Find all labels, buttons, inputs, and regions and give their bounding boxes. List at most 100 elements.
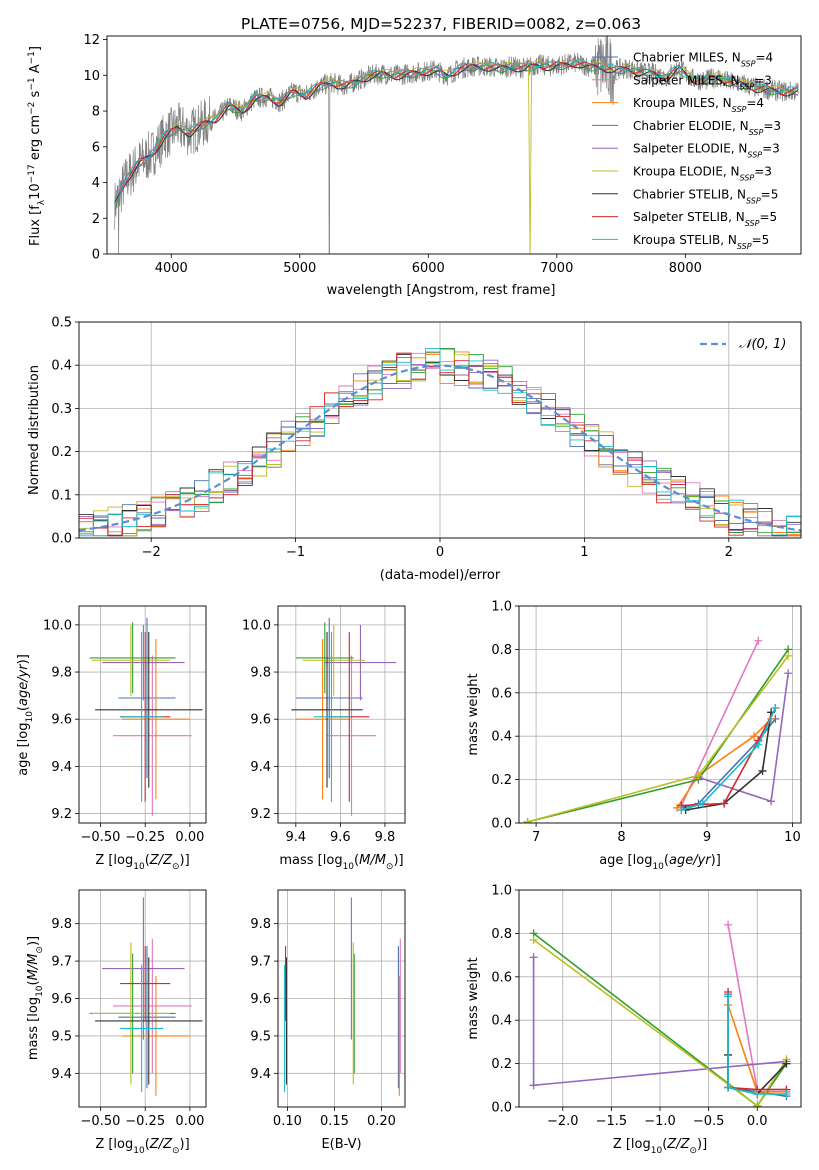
y-tick-label: 0	[92, 248, 100, 263]
x-axis-label: Z [log10(Z/Z⊙)]	[95, 1137, 189, 1156]
x-tick-label: 0	[436, 545, 444, 560]
y-tick-label: 0.3	[51, 402, 72, 417]
y-tick-label: 9.4	[51, 1067, 72, 1082]
data-marker-kroupa_elodie	[784, 651, 793, 660]
x-tick-label: 9.6	[330, 830, 351, 845]
y-tick-label: 0.4	[491, 730, 512, 745]
series-line-kroupa_stelib	[727, 996, 787, 1095]
data-marker-chabrier_stelib	[758, 766, 767, 775]
axes-frame	[518, 889, 802, 1108]
legend-entry: Kroupa MILES, NSSP=4	[633, 96, 764, 114]
y-tick-label: 0.0	[491, 1101, 512, 1116]
label-part: M/M	[26, 954, 41, 981]
y-tick-label: 1.0	[491, 884, 512, 899]
normal-curve	[79, 364, 801, 532]
label-part: Z/Z	[149, 1137, 173, 1152]
label-part: )]	[697, 1137, 707, 1152]
y-axis-label: age [log10(age/yr)]	[16, 654, 35, 776]
data-marker-salpeter_stelib	[720, 799, 729, 808]
y-tick-label: 9.5	[51, 1029, 72, 1044]
y-tick-label: 0.8	[491, 927, 512, 942]
x-tick-label: 0.0	[747, 1114, 768, 1129]
y-tick-label: 8	[92, 105, 100, 120]
legend-name: Kroupa STELIB, N	[633, 233, 737, 247]
x-axis-label: Z [log10(Z/Z⊙)]	[95, 853, 189, 872]
x-tick-label: −0.50	[81, 1114, 121, 1129]
label-part: (	[145, 853, 150, 868]
label-part: ⊙	[35, 946, 45, 954]
legend-nssp: =3	[754, 165, 772, 179]
data-marker-salpeter_elodie	[784, 669, 793, 678]
series-line-chabrier_stelib	[685, 712, 772, 811]
y-tick-label: 0.8	[491, 643, 512, 658]
legend-sub: SSP	[749, 127, 764, 136]
legend-nssp: =4	[755, 51, 773, 65]
legend-nssp: =4	[746, 96, 764, 110]
data-marker-salpeter_elodie	[529, 1081, 538, 1090]
y-tick-label: 9.2	[250, 807, 271, 822]
label-part: )]	[26, 936, 41, 946]
y-tick-label: 0.2	[491, 773, 512, 788]
label-part: M/M	[359, 853, 386, 868]
panel-mass_weight_vs_Z: −2.0 −1.5 −1.0 −0.5 0.0 0.0 0.2 0.4 0.6 0.8 1.0 mas…	[466, 884, 802, 1156]
y-axis-label: Flux [fλ10−17 erg cm−2 s−1 A−1]	[27, 46, 47, 246]
label-part: ]	[28, 46, 43, 51]
label-part: ⊙	[689, 1146, 697, 1156]
y-tick-label: 9.8	[250, 666, 271, 681]
plot-area	[278, 606, 405, 823]
y-tick-label: 9.6	[250, 992, 271, 1007]
model-line-kroupa_stelib	[114, 59, 799, 206]
data-marker-kroupa_stelib	[724, 1083, 733, 1092]
x-axis-label: mass [log10(M/M⊙)]	[279, 853, 403, 872]
y-axis-label: mass weight	[466, 957, 481, 1039]
label-part: 10	[35, 985, 45, 997]
legend-entry: Kroupa ELODIE, NSSP=3	[633, 165, 772, 183]
axes-frame	[518, 605, 802, 824]
plot-area	[79, 322, 801, 538]
series-line-chabrier_elodie	[527, 648, 789, 823]
legend-name: Salpeter MILES, N	[633, 73, 740, 87]
series-line-salpeter_stelib	[681, 707, 777, 807]
x-axis-label: Z [log10(Z/Z⊙)]	[613, 1137, 707, 1156]
legend-name: Kroupa ELODIE, N	[633, 165, 740, 179]
series-line-salpeter_miles	[680, 640, 760, 806]
label-part: −1	[27, 51, 37, 64]
x-tick-label: 2	[725, 545, 733, 560]
data-marker-kroupa_stelib	[771, 703, 780, 712]
y-tick-label: 10.0	[43, 618, 72, 633]
x-tick-label: −0.50	[81, 830, 121, 845]
data-marker-kroupa_stelib	[698, 799, 707, 808]
x-tick-label: 0.15	[320, 1114, 349, 1129]
x-tick-label: 7	[532, 830, 540, 845]
y-tick-label: 9.8	[250, 917, 271, 932]
y-tick-label: 1.0	[491, 600, 512, 615]
data-marker-salpeter_elodie	[767, 797, 776, 806]
label-part: 10	[652, 862, 664, 872]
x-tick-label: −1	[286, 545, 305, 560]
label-part: (	[145, 1137, 150, 1152]
label-part: A	[28, 64, 43, 77]
legend-sub: SSP	[740, 173, 755, 182]
x-axis-label: wavelength [Angstrom, rest frame]	[327, 283, 556, 298]
legend-nssp: =5	[759, 210, 777, 224]
x-tick-label: 0.00	[175, 1114, 204, 1129]
y-tick-label: 0.1	[51, 488, 72, 503]
x-tick-label: −0.25	[125, 1114, 165, 1129]
label-part: erg cm	[28, 115, 43, 164]
x-tick-label: 0.20	[367, 1114, 396, 1129]
data-marker-kroupa_stelib	[724, 992, 733, 1001]
y-tick-label: 4	[92, 176, 100, 191]
data-marker-kroupa_elodie	[523, 817, 532, 823]
data-marker-kroupa_stelib	[754, 740, 763, 749]
panel-mass_weight_vs_age: 7 8 9 10 0.0 0.2 0.4 0.6 0.8 1.0 mass weight age [l…	[466, 600, 802, 872]
legend-name: Chabrier STELIB, N	[633, 187, 746, 201]
label-part: Z/Z	[149, 853, 173, 868]
label-part: −1	[27, 77, 37, 90]
y-tick-label: 10.0	[242, 618, 271, 633]
data-marker-kroupa_elodie	[694, 771, 703, 780]
label-part: )]	[16, 654, 31, 664]
label-part: −2	[27, 102, 37, 115]
legend-nssp: =5	[752, 233, 770, 247]
x-tick-label: 9.8	[375, 830, 396, 845]
